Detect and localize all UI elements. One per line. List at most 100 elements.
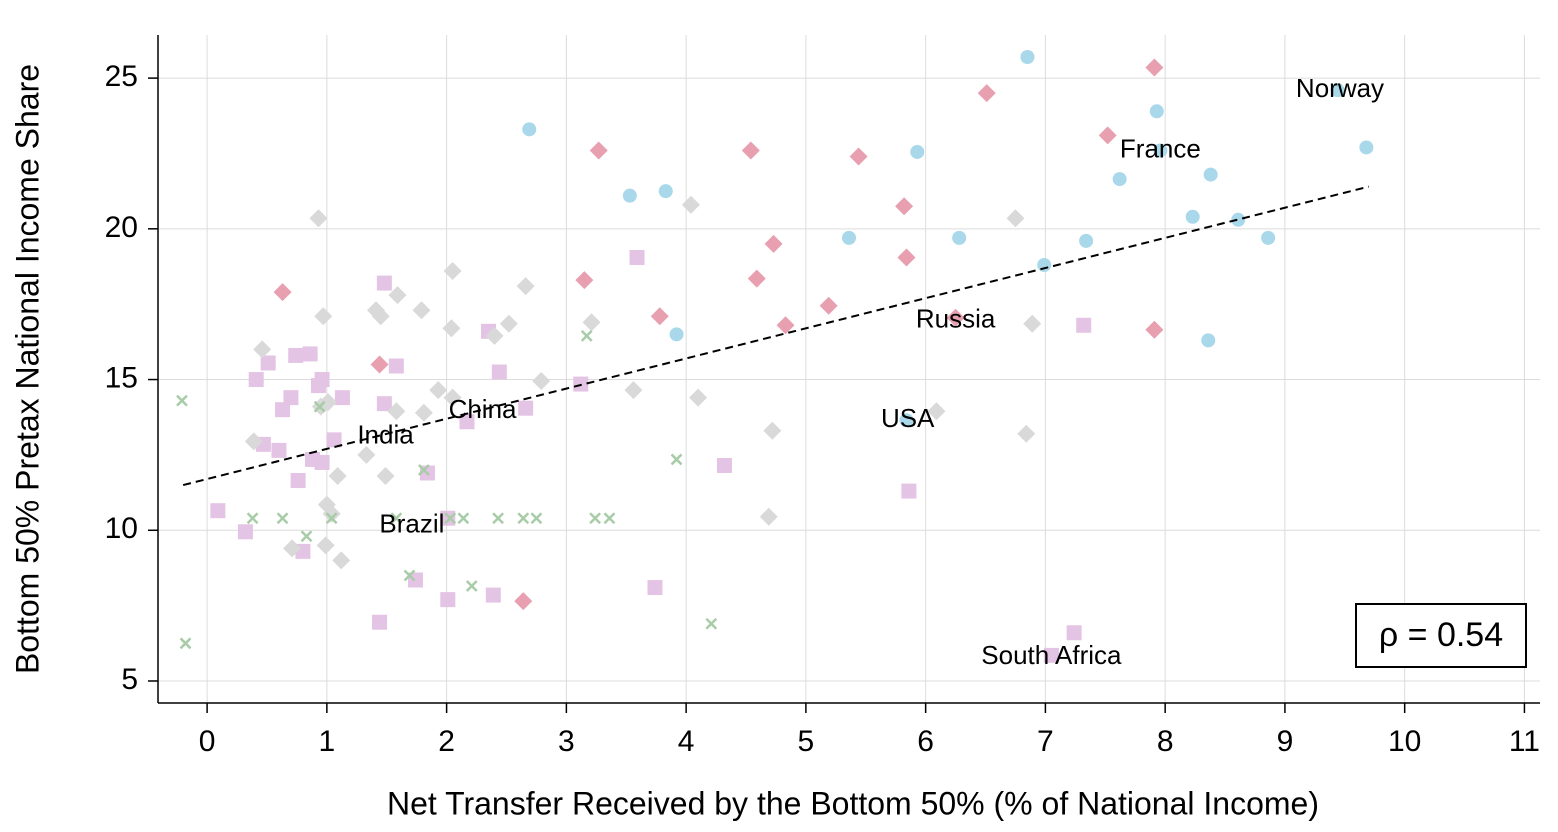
x-tick-label: 0 — [199, 725, 216, 758]
point — [759, 507, 778, 526]
x-tick-label: 2 — [438, 725, 455, 758]
point — [1020, 50, 1035, 65]
point — [317, 495, 336, 514]
point — [897, 248, 916, 267]
point — [442, 319, 461, 338]
point — [440, 510, 456, 526]
point — [273, 283, 292, 302]
trend-line — [182, 185, 1369, 487]
stat-text: ρ = 0.54 — [1379, 616, 1503, 654]
annotation: India — [357, 420, 414, 450]
annotation: Russia — [916, 304, 996, 334]
point — [429, 381, 448, 400]
y-tick-label: 25 — [105, 60, 138, 93]
annotation: South Africa — [981, 640, 1122, 670]
point — [624, 381, 643, 400]
point — [622, 188, 637, 203]
point — [309, 209, 328, 228]
point — [1079, 233, 1094, 248]
point — [849, 147, 868, 166]
point — [977, 84, 996, 103]
point — [390, 512, 403, 525]
point — [328, 467, 347, 486]
point — [314, 454, 330, 470]
point — [260, 355, 276, 371]
point — [603, 512, 616, 525]
point — [669, 327, 684, 342]
point — [485, 326, 504, 345]
point — [514, 592, 533, 611]
x-tick-label: 11 — [1509, 725, 1540, 758]
point — [210, 503, 226, 519]
point — [283, 390, 299, 406]
point — [910, 144, 925, 159]
point — [443, 388, 462, 407]
point — [899, 413, 914, 428]
x-axis-label: Net Transfer Received by the Bottom 50% … — [387, 785, 1319, 821]
point — [459, 414, 475, 430]
point — [589, 141, 608, 160]
point — [741, 141, 760, 160]
point — [443, 262, 462, 281]
point — [895, 197, 914, 216]
point — [1066, 625, 1082, 641]
point — [325, 512, 338, 525]
point — [376, 467, 395, 486]
point — [283, 539, 302, 558]
point — [575, 271, 594, 290]
x-tick-label: 9 — [1277, 725, 1294, 758]
point — [1145, 320, 1164, 339]
point — [530, 512, 543, 525]
point — [376, 275, 392, 291]
y-tick-label: 5 — [121, 663, 138, 696]
point — [1098, 126, 1117, 145]
point — [1203, 167, 1218, 182]
point — [1017, 424, 1036, 443]
point — [288, 347, 304, 363]
point — [253, 340, 272, 359]
x-tick-label: 3 — [558, 725, 575, 758]
point — [946, 308, 965, 327]
point — [179, 637, 192, 650]
point — [371, 307, 390, 326]
point — [370, 355, 389, 374]
x-tick-label: 8 — [1157, 725, 1174, 758]
point — [518, 400, 534, 416]
point — [1153, 143, 1168, 158]
point — [387, 402, 406, 421]
point — [271, 442, 287, 458]
point — [457, 512, 470, 525]
stat-box — [1355, 603, 1527, 668]
point — [440, 592, 456, 608]
x-tick-label: 4 — [678, 725, 695, 758]
grid: 0 1 2 3 4 5 6 7 8 9 10 11 5 10 15 20 25 — [105, 35, 1540, 758]
point — [650, 307, 669, 326]
y-tick-label: 20 — [105, 211, 138, 244]
point — [1006, 209, 1025, 228]
point — [417, 464, 430, 476]
point — [248, 372, 264, 388]
point — [491, 364, 507, 380]
point — [670, 453, 683, 466]
point — [705, 617, 718, 630]
point — [332, 551, 351, 570]
point — [313, 400, 326, 413]
point — [532, 372, 551, 391]
annotation: Norway — [1296, 73, 1384, 103]
point — [763, 421, 782, 440]
point — [716, 457, 732, 473]
point — [316, 536, 335, 555]
marks — [176, 50, 1374, 663]
x-tick-label: 6 — [917, 725, 934, 758]
y-axis-label: Bottom 50% Pretax National Income Share — [9, 64, 45, 674]
point — [300, 530, 313, 543]
point — [246, 512, 259, 525]
point — [1043, 647, 1059, 663]
point — [1201, 333, 1216, 348]
x-tick-label: 5 — [798, 725, 815, 758]
point — [522, 122, 537, 137]
point — [927, 402, 946, 421]
point — [237, 524, 253, 540]
point — [444, 512, 457, 525]
